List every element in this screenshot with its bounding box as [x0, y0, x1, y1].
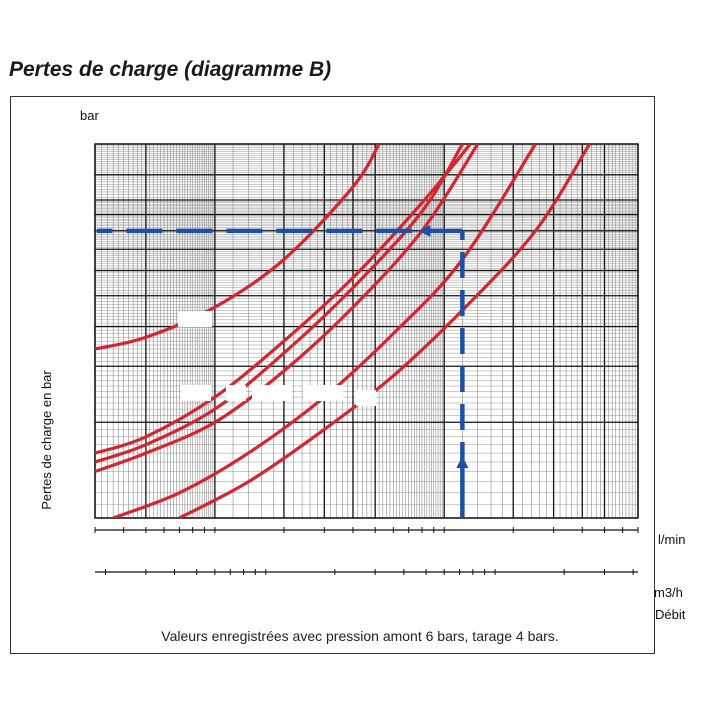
series-label-bg-0	[178, 311, 212, 327]
series-label-bg-4	[303, 385, 343, 401]
x-axis-label: Débit	[655, 607, 686, 622]
series-label-bg-2	[226, 385, 246, 401]
curve-labels-group	[178, 311, 376, 406]
series-label-bg-3	[252, 385, 292, 401]
tick-labels-group	[94, 527, 639, 575]
series-line-5	[178, 144, 591, 518]
x-unit-lmin: l/min	[658, 532, 685, 547]
series-line-1	[95, 144, 472, 455]
reference-arrowhead-left	[418, 224, 431, 237]
x-unit-m3h: m3/h	[654, 585, 683, 600]
series-label-bg-5	[356, 390, 376, 406]
reference-group	[97, 224, 469, 518]
footnote: Valeurs enregistrées avec pression amont…	[161, 628, 559, 644]
chart-frame	[10, 96, 655, 654]
chart-title: Pertes de charge (diagramme B)	[9, 58, 332, 81]
series-line-0	[95, 144, 381, 351]
grid-major	[94, 143, 639, 519]
series-label-bg-1	[181, 385, 211, 401]
series-line-2	[95, 144, 464, 464]
y-axis-label: Pertes de charge en bar	[39, 370, 54, 510]
reference-arrowhead-up	[456, 456, 469, 468]
y-unit-label: bar	[80, 108, 99, 123]
